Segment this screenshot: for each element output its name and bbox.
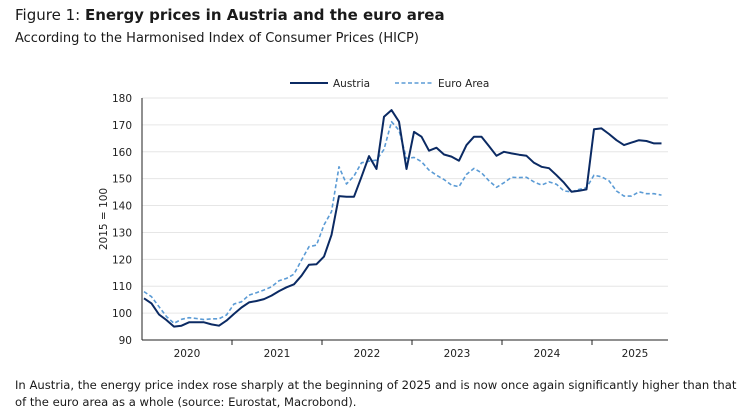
- y-tick-label: 90: [119, 335, 132, 347]
- y-axis-ticks: 90 100 110 120 130 140 150 160 170 180: [112, 93, 132, 347]
- x-tick-label: 2022: [354, 348, 381, 360]
- legend: Austria Euro Area: [290, 78, 489, 90]
- y-tick-label: 160: [112, 147, 132, 159]
- y-tick-label: 130: [112, 227, 132, 239]
- x-tick-label: 2020: [174, 348, 201, 360]
- y-tick-label: 150: [112, 174, 132, 186]
- y-axis-label: 2015 = 100: [98, 188, 110, 250]
- x-axis: 2020 2021 2022 2023 2024 2025: [141, 98, 668, 360]
- x-tick-label: 2021: [264, 348, 291, 360]
- y-tick-label: 120: [112, 254, 132, 266]
- legend-label: Euro Area: [438, 78, 489, 90]
- y-tick-label: 110: [112, 281, 132, 293]
- gridlines: [142, 97, 668, 314]
- legend-label: Austria: [333, 78, 370, 90]
- x-tick-label: 2023: [444, 348, 471, 360]
- y-tick-label: 180: [112, 93, 132, 105]
- y-tick-label: 100: [112, 308, 132, 320]
- y-tick-label: 140: [112, 201, 132, 213]
- series-lines: [143, 109, 662, 328]
- x-tick-label: 2024: [534, 348, 561, 360]
- figure-title-text: Energy prices in Austria and the euro ar…: [84, 6, 445, 24]
- figure-note: In Austria, the energy price index rose …: [15, 378, 737, 409]
- series-line-austria: [143, 109, 662, 328]
- figure-title: Figure 1: Energy prices in Austria and t…: [15, 6, 445, 24]
- y-tick-label: 170: [112, 120, 132, 132]
- figure-label: Figure 1:: [15, 6, 81, 24]
- figure-subtitle: According to the Harmonised Index of Con…: [15, 31, 419, 46]
- x-tick-label: 2025: [622, 348, 649, 360]
